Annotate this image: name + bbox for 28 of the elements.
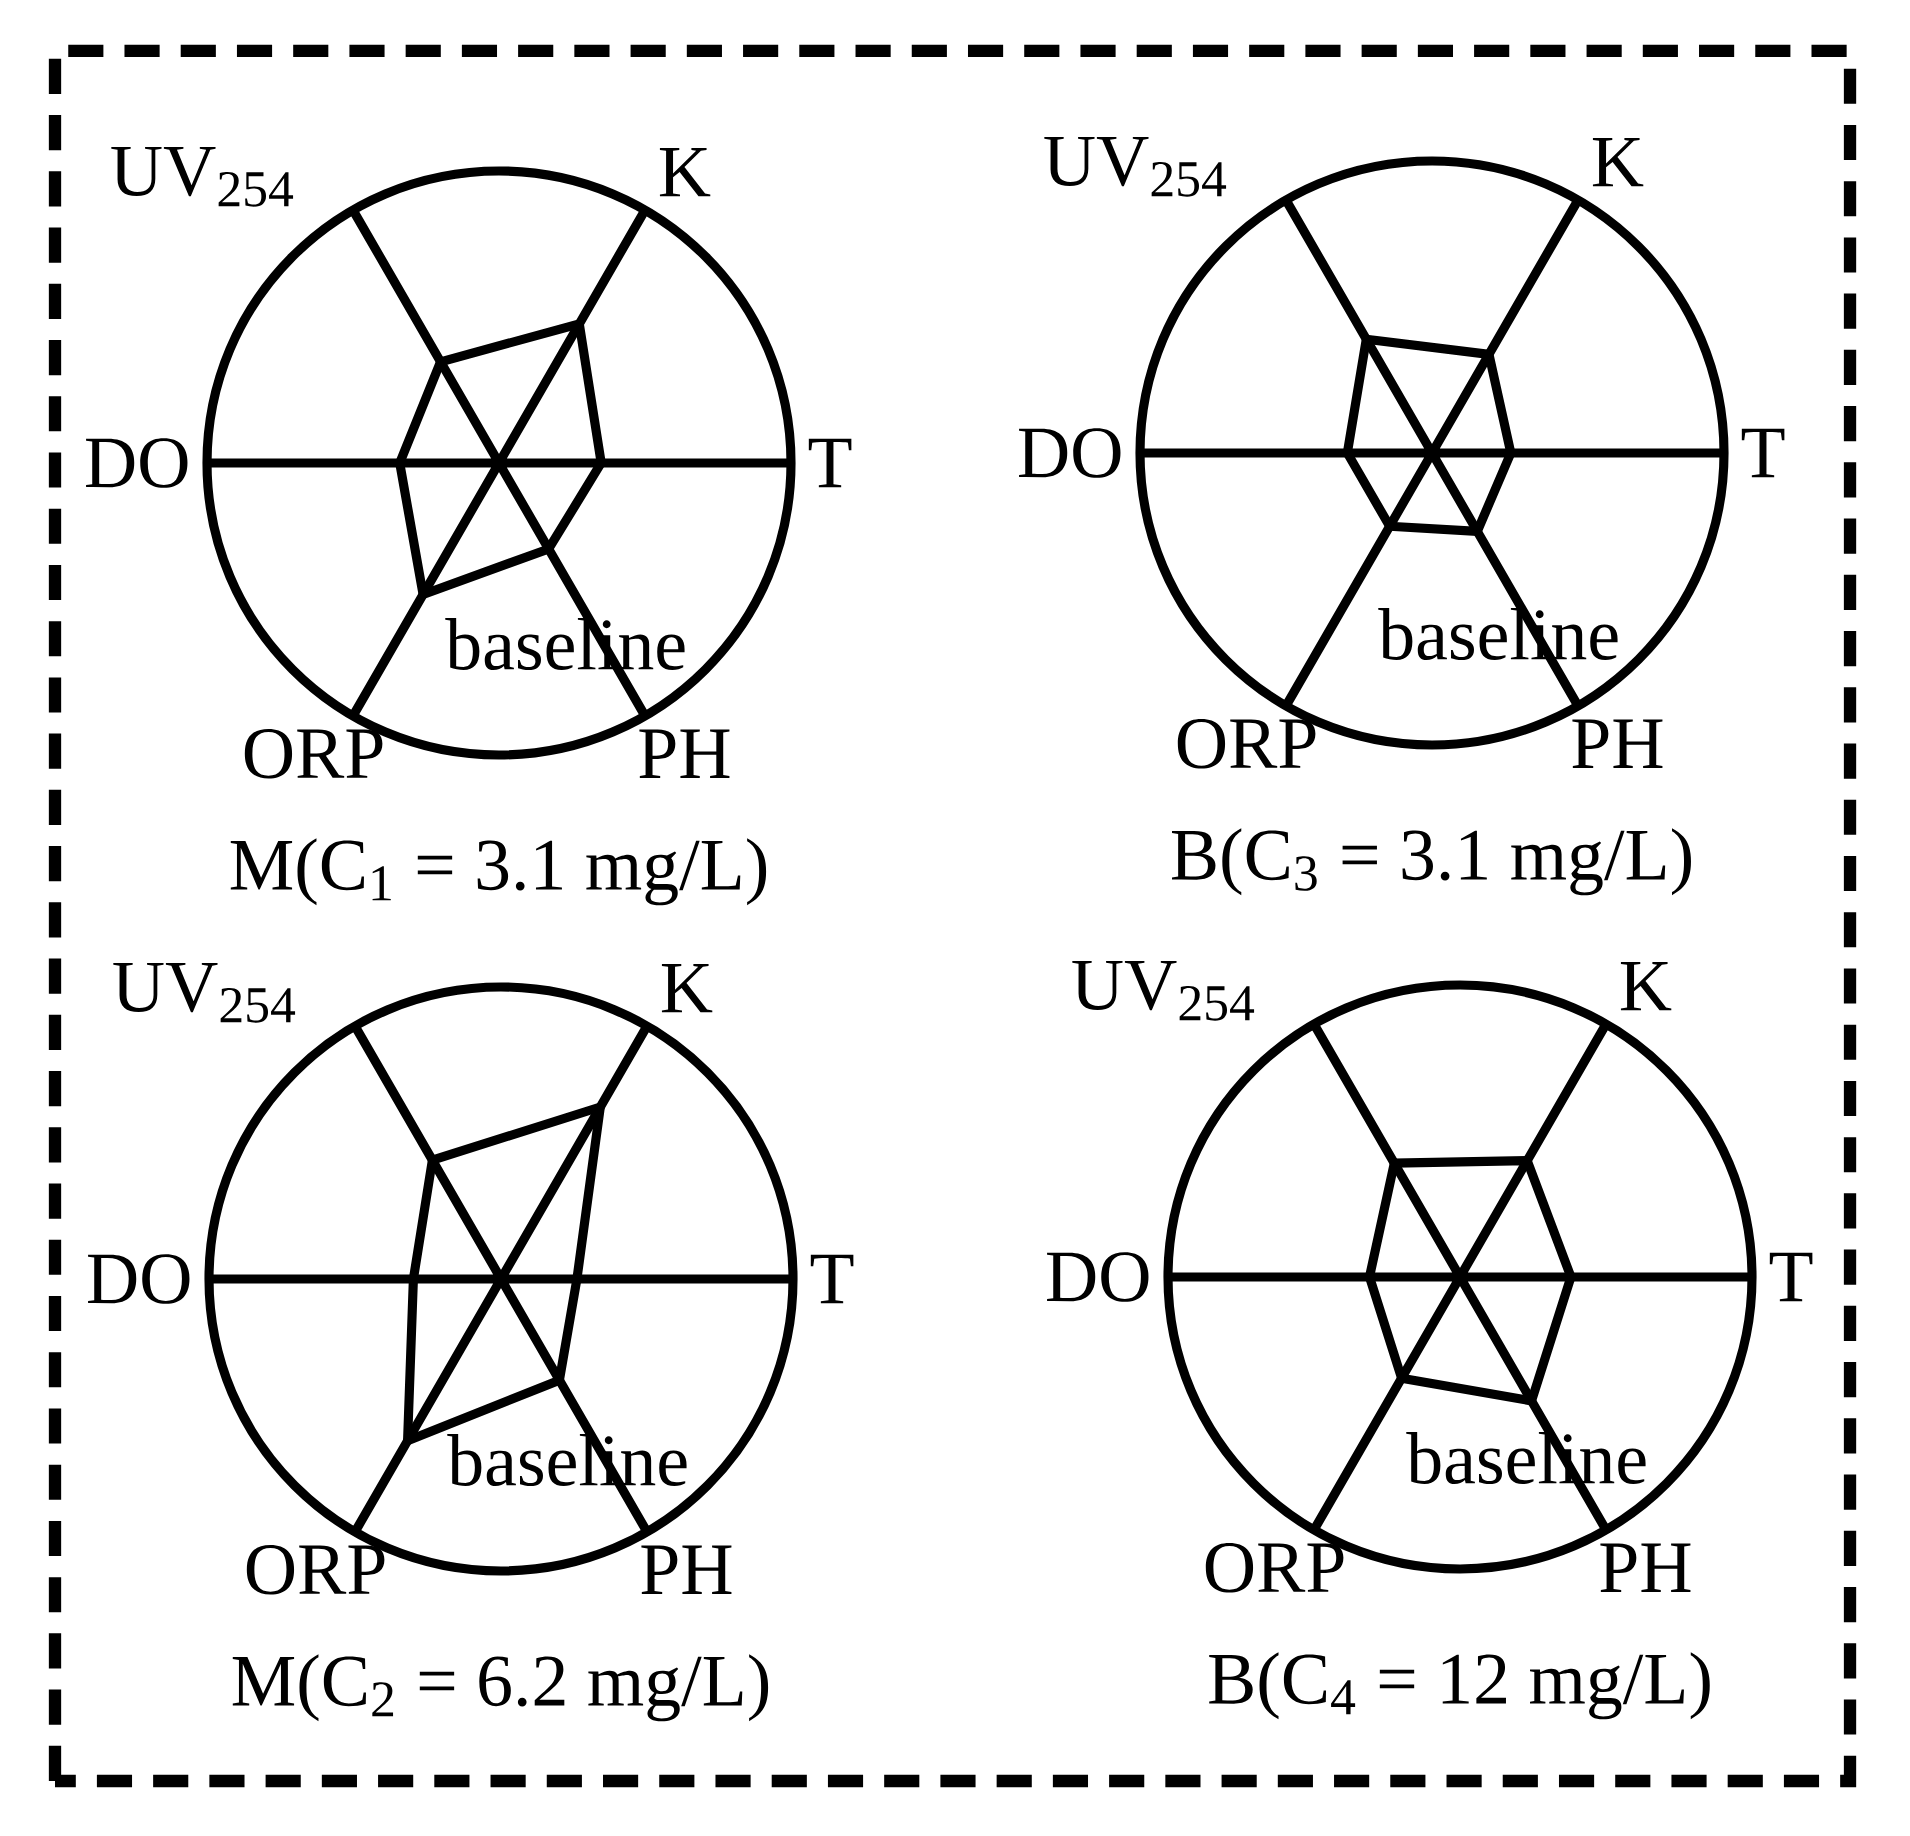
spoke-label: ORP [1177, 718, 1316, 769]
spoke-label: DO [86, 438, 188, 488]
spoke-label: DO [88, 1254, 190, 1304]
spoke-label: T [810, 1254, 854, 1304]
spoke-label: PH [641, 1545, 732, 1594]
text: M(C$_{2}$ = 6.2 mg/L) [232, 1654, 769, 1722]
spoke-label: K [659, 147, 711, 197]
text: M(C$_{1}$ = 3.1 mg/L) [230, 838, 767, 906]
spoke-label: UV$_{254}$ [113, 962, 296, 1023]
spoke-label: DO [1047, 1252, 1149, 1302]
spoke-label: T [1769, 1252, 1813, 1302]
spoke-label: K [1592, 137, 1644, 187]
spoke-label: T [808, 438, 852, 488]
text: B(C$_{4}$ = 12 mg/L) [1209, 1652, 1710, 1720]
spoke-label: PH [1600, 1543, 1691, 1592]
text: B(C$_{3}$ = 3.1 mg/L) [1171, 828, 1691, 896]
spoke-label: K [661, 964, 713, 1013]
spoke-label: ORP [1205, 1542, 1344, 1593]
spoke-label: PH [639, 729, 730, 778]
spoke-label: UV$_{254}$ [1072, 960, 1255, 1021]
spoke-label: K [1620, 962, 1672, 1011]
spoke-label: UV$_{254}$ [1044, 136, 1227, 197]
spoke-label: ORP [244, 728, 383, 779]
spoke-label: ORP [246, 1544, 385, 1595]
spoke-label: PH [1572, 719, 1663, 768]
spoke-label: T [1741, 428, 1785, 478]
spoke-label: UV$_{254}$ [111, 146, 294, 207]
spoke-label: DO [1019, 428, 1121, 478]
